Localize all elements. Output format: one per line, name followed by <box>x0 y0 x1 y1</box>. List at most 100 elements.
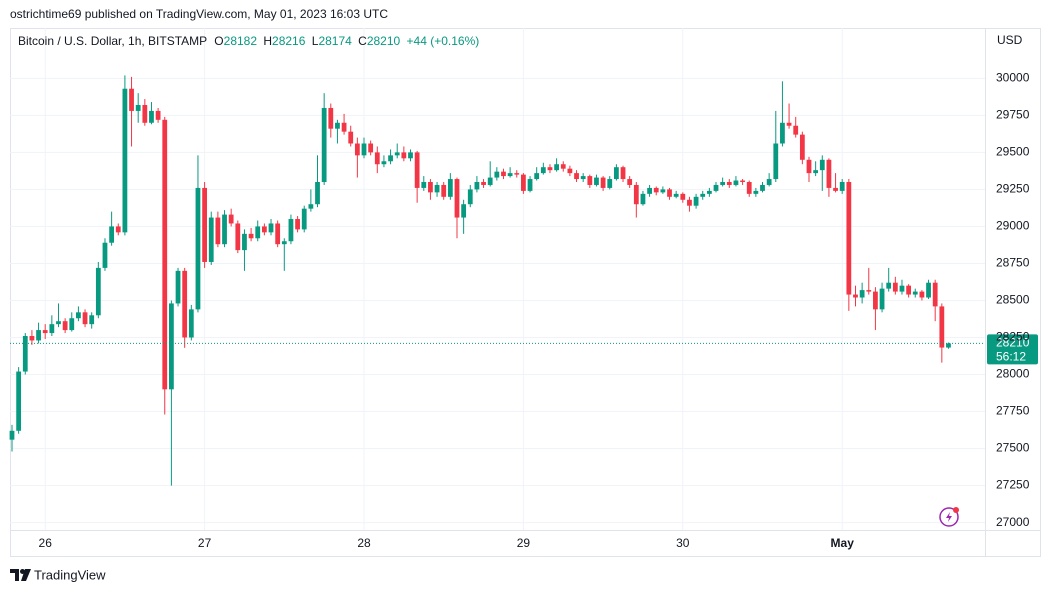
candle-body <box>780 122 785 144</box>
candle-body <box>354 143 360 156</box>
candle-body <box>879 288 885 310</box>
y-tick-label: 27500 <box>996 441 1030 455</box>
y-tick-label: 27750 <box>996 404 1030 418</box>
candle-body <box>587 176 593 185</box>
candle-body <box>182 270 188 338</box>
candle-body <box>594 177 599 185</box>
candle-body <box>501 171 506 177</box>
candle-body <box>467 189 473 205</box>
candle-body <box>687 199 692 206</box>
x-tick-label: 26 <box>39 536 53 550</box>
y-tick-label: 29750 <box>996 108 1030 122</box>
candle-body <box>129 88 134 111</box>
alert-icon[interactable] <box>939 507 959 527</box>
x-tick-label: 30 <box>676 536 690 550</box>
candle-body <box>408 152 413 159</box>
candle-body <box>36 330 41 341</box>
legend-key: L <box>312 34 319 48</box>
candle-body <box>288 219 294 242</box>
candle-body <box>149 110 154 123</box>
candle-body <box>202 187 207 262</box>
candle-body <box>22 336 28 372</box>
candle-body <box>109 226 115 243</box>
candle-body <box>49 324 55 334</box>
legend-change: +44 (+0.16%) <box>407 34 480 48</box>
candle-body <box>228 214 234 224</box>
candle-body <box>919 291 925 298</box>
candle-body <box>853 294 858 298</box>
candle-body <box>374 152 380 165</box>
candle-body <box>906 285 912 295</box>
candle-body <box>766 179 772 185</box>
candle-body <box>580 176 586 180</box>
candle-body <box>361 143 367 156</box>
x-tick-label: 28 <box>357 536 371 550</box>
tradingview-logo <box>10 569 31 581</box>
candle-body <box>29 336 35 341</box>
y-tick-label: 29000 <box>996 219 1030 233</box>
publisher-line: ostrichtime69 published on TradingView.c… <box>10 7 388 21</box>
candle-body <box>82 312 88 325</box>
candle-body <box>215 217 221 245</box>
candle-body <box>115 226 121 233</box>
candle-body <box>819 159 825 171</box>
currency: USD <box>997 33 1023 47</box>
candle-body <box>547 167 553 171</box>
candle-body <box>633 184 639 205</box>
candle-body <box>693 196 699 206</box>
candle-body <box>474 182 480 190</box>
legend: Bitcoin / U.S. Dollar, 1h, BITSTAMP O281… <box>18 34 479 48</box>
candle-body <box>926 282 931 298</box>
candle-body <box>839 182 845 191</box>
last-price-value: 28210 <box>996 336 1030 350</box>
candle-body <box>434 184 440 193</box>
candle-body <box>255 226 261 239</box>
candle-body <box>554 164 560 171</box>
candle-body <box>401 152 407 159</box>
frame <box>10 28 1041 557</box>
candle-body <box>826 159 832 188</box>
candle-body <box>102 242 108 268</box>
candle-body <box>461 204 467 218</box>
candle-body <box>42 330 48 334</box>
candle-body <box>394 152 400 156</box>
candle-body <box>208 217 214 262</box>
candle-body <box>222 214 227 245</box>
candle-body <box>162 119 168 390</box>
candle-body <box>76 312 81 319</box>
candle-body <box>507 173 513 177</box>
candle-body <box>301 208 307 230</box>
candle-body <box>753 190 759 194</box>
candle-body <box>680 193 686 200</box>
candle-body <box>574 173 579 180</box>
candle-body <box>726 182 732 185</box>
candle-body <box>620 167 626 180</box>
candle-body <box>713 184 719 191</box>
candle-body <box>527 179 533 191</box>
candle-body <box>135 105 141 111</box>
candle-body <box>946 343 951 348</box>
candle-body <box>514 173 520 175</box>
candle-body <box>733 180 739 185</box>
y-tick-label: 30000 <box>996 71 1030 85</box>
candle-body <box>521 174 526 191</box>
candle-body <box>89 315 95 325</box>
candle-body <box>421 182 427 188</box>
candle-body <box>932 282 938 307</box>
candle-body <box>494 171 500 178</box>
y-tick-label: 28750 <box>996 256 1030 270</box>
x-tick-label: 29 <box>517 536 531 550</box>
candle-body <box>295 219 300 230</box>
candle-body <box>454 179 460 218</box>
candle-body <box>720 182 726 185</box>
candle-body <box>195 187 201 310</box>
candle-body <box>447 179 453 197</box>
candle-body <box>706 190 712 194</box>
y-tick-label: 29500 <box>996 145 1030 159</box>
candle-body <box>892 282 898 292</box>
candle-body <box>275 223 281 245</box>
candle-body <box>700 193 706 197</box>
candle-body <box>487 177 493 185</box>
